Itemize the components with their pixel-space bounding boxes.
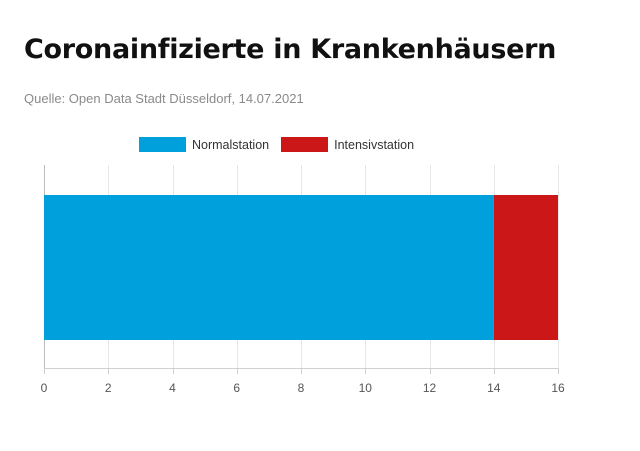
x-tick-label: 4 xyxy=(169,381,176,395)
legend-swatch-intensivstation xyxy=(281,137,329,152)
legend-swatch-normalstation xyxy=(139,137,186,152)
bar-normalstation xyxy=(44,195,494,340)
x-tick-label: 2 xyxy=(105,381,112,395)
x-tick-label: 8 xyxy=(298,381,305,395)
legend-label-normalstation: Normalstation xyxy=(192,137,270,152)
bar-intensivstation xyxy=(493,195,558,340)
chart-source: Quelle: Open Data Stadt Düsseldorf, 14.0… xyxy=(24,91,304,106)
x-tick-label: 16 xyxy=(551,381,565,395)
legend-label-intensivstation: Intensivstation xyxy=(334,137,415,152)
x-tick-label: 14 xyxy=(487,381,501,395)
x-tick-label: 12 xyxy=(423,381,437,395)
x-tick-label: 10 xyxy=(359,381,373,395)
legend-item-intensivstation[interactable]: Intensivstation xyxy=(281,137,414,152)
x-tick-label: 6 xyxy=(233,381,240,395)
chart-title: Coronainfizierte in Krankenhäusern xyxy=(24,34,557,65)
legend-item-normalstation[interactable]: Normalstation xyxy=(139,137,269,152)
x-tick-label: 0 xyxy=(41,381,48,395)
chart-legend: Normalstation Intensivstation xyxy=(139,137,426,152)
